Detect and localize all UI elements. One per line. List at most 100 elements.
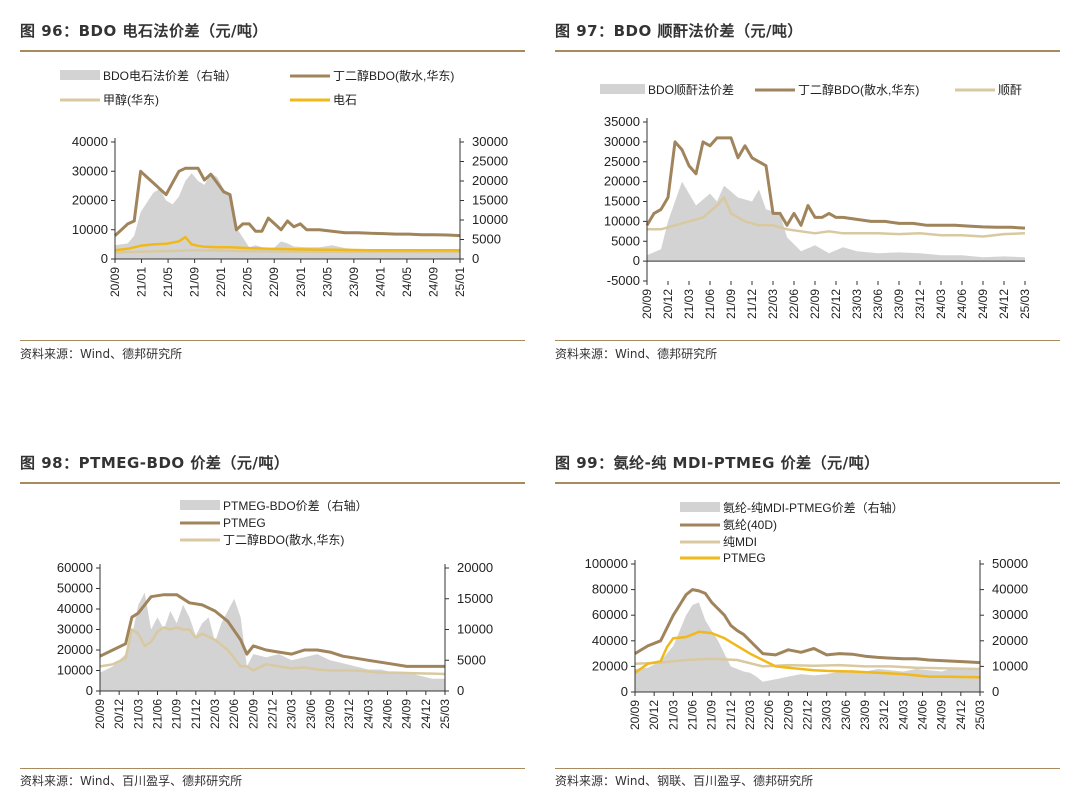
legend-swatch-area xyxy=(60,70,100,80)
x-tick-label: 23/01 xyxy=(294,267,308,297)
y-tick-label-left: 0 xyxy=(101,251,108,266)
x-tick-label: 24/06 xyxy=(955,289,969,319)
x-tick-label: 22/03 xyxy=(743,700,757,730)
chart-spandex-mdi-ptmeg-spread: 1000008000060000400002000005000040000300… xyxy=(585,500,1029,730)
line-series-2 xyxy=(634,657,981,671)
x-tick-label: 24/06 xyxy=(381,699,395,729)
panel-title: 图 97：BDO 顺酐法价差（元/吨） xyxy=(555,22,803,40)
legend-label: 纯MDI xyxy=(723,535,757,549)
x-tick-label: 22/06 xyxy=(227,699,241,729)
source-note: 资料来源：Wind、德邦研究所 xyxy=(20,347,183,361)
x-tick-label: 20/12 xyxy=(647,700,661,730)
x-tick-label: 21/01 xyxy=(135,267,149,297)
chart-panel-97: 图 97：BDO 顺酐法价差（元/吨） 35000 30000 25000 20000… xyxy=(555,18,1060,378)
legend-swatch-area xyxy=(600,84,645,94)
chart-panel-99: 图 99：氨纶-纯 MDI-PTMEG 价差（元/吨） 10000 0 80000 6… xyxy=(555,450,1060,810)
panel-title: 图 99：氨纶-纯 MDI-PTMEG 价差（元/吨） xyxy=(555,454,880,472)
y-tick-label-left: 60000 xyxy=(57,560,93,575)
source-note: 资料来源：Wind、钢联、百川盈孚、德邦研究所 xyxy=(555,774,814,788)
x-tick-label: 25/03 xyxy=(1018,289,1032,319)
legend-label: 甲醇(华东) xyxy=(103,92,159,107)
source-note: 资料来源：Wind、德邦研究所 xyxy=(555,347,718,361)
x-tick-label: 24/12 xyxy=(997,289,1011,319)
x-tick-label: 23/09 xyxy=(323,699,337,729)
chart-panel-96: 图 96：BDO 电石法价差（元/吨） 40000 30000 20000 10000… xyxy=(20,18,525,378)
chart-bdo-maleic-spread: 35000 30000 25000 20000 15000 10000 5000 0 -5000… xyxy=(600,82,1032,319)
y-tick-label-left: 0 xyxy=(633,253,640,268)
source-note: 资料来源：Wind、百川盈孚、德邦研究所 xyxy=(20,774,243,788)
x-tick-label: 21/05 xyxy=(161,267,175,297)
y-tick-label-left: -5000 xyxy=(607,273,640,288)
x-tick-label: 24/12 xyxy=(954,700,968,730)
line-series-3 xyxy=(114,235,460,252)
chart-ptmeg-bdo-spread: 6000050000400003000020000100000200001500… xyxy=(57,498,493,729)
x-tick-label: 22/09 xyxy=(808,289,822,319)
legend-swatch-area xyxy=(680,502,720,512)
y-tick-label-right: 25000 xyxy=(472,154,508,169)
x-tick-label: 22/12 xyxy=(801,700,815,730)
x-tick-label: 25/01 xyxy=(453,267,467,297)
y-tick-label-right: 20000 xyxy=(472,173,508,188)
y-tick-label-right: 40000 xyxy=(992,582,1028,597)
x-tick-label: 21/06 xyxy=(703,289,717,319)
x-tick-label: 23/06 xyxy=(839,700,853,730)
y-tick-label-left: 40000 xyxy=(592,633,628,648)
x-tick-label: 22/03 xyxy=(208,699,222,729)
x-tick-label: 22/03 xyxy=(766,289,780,319)
y-tick-label-left: 20000 xyxy=(604,174,640,189)
y-tick-label-right: 5000 xyxy=(472,232,501,247)
y-tick-label-left: 10000 xyxy=(72,222,108,237)
y-tick-label-left: 5000 xyxy=(611,233,640,248)
x-tick-label: 20/09 xyxy=(628,700,642,730)
x-tick-label: 21/03 xyxy=(682,289,696,319)
legend-label: 氨纶-纯MDI-PTMEG价差（右轴） xyxy=(723,500,904,515)
y-tick-label-right: 10000 xyxy=(992,658,1028,673)
x-tick-label: 23/12 xyxy=(877,700,891,730)
source-divider xyxy=(555,340,1060,341)
x-tick-label: 23/03 xyxy=(820,700,834,730)
y-tick-label-left: 0 xyxy=(86,683,93,698)
y-tick-label-left: 10000 xyxy=(57,663,93,678)
x-tick-label: 23/12 xyxy=(913,289,927,319)
x-tick-label: 22/12 xyxy=(266,699,280,729)
x-tick-label: 24/01 xyxy=(373,267,387,297)
x-tick-label: 24/12 xyxy=(419,699,433,729)
y-tick-label-left: 30000 xyxy=(57,622,93,637)
x-tick-label: 21/06 xyxy=(686,700,700,730)
x-tick-label: 20/12 xyxy=(112,699,126,729)
area-series-0 xyxy=(100,592,445,691)
y-tick-label-left: 25000 xyxy=(604,154,640,169)
legend-label: PTMEG xyxy=(223,516,266,530)
x-tick-label: 23/12 xyxy=(342,699,356,729)
y-tick-label-left: 10000 xyxy=(604,213,640,228)
line-series-1 xyxy=(113,166,461,238)
legend-label: PTMEG-BDO价差（右轴） xyxy=(223,498,368,513)
x-tick-label: 20/12 xyxy=(661,289,675,319)
y-tick-label-left: 80000 xyxy=(592,582,628,597)
y-tick-label-right: 15000 xyxy=(472,193,508,208)
area-series-0 xyxy=(647,181,1025,262)
x-tick-label: 21/09 xyxy=(170,699,184,729)
y-tick-label-left: 15000 xyxy=(604,194,640,209)
y-tick-label-right: 0 xyxy=(457,683,464,698)
x-tick-label: 21/09 xyxy=(724,289,738,319)
legend-label: 丁二醇BDO(散水,华东) xyxy=(333,68,454,83)
x-tick-label: 23/09 xyxy=(347,267,361,297)
y-tick-label-left: 60000 xyxy=(592,607,628,622)
legend-label: BDO顺酐法价差 xyxy=(648,83,734,97)
y-tick-label-left: 30000 xyxy=(72,163,108,178)
area-series-0 xyxy=(115,173,460,259)
line-series-2 xyxy=(647,196,1026,238)
source-divider xyxy=(555,768,1060,769)
x-tick-label: 23/09 xyxy=(858,700,872,730)
y-tick-label-right: 30000 xyxy=(992,607,1028,622)
x-tick-label: 22/05 xyxy=(241,267,255,297)
y-tick-label-left: 35000 xyxy=(604,114,640,129)
x-tick-label: 21/06 xyxy=(151,699,165,729)
title-divider xyxy=(555,482,1060,484)
y-tick-label-right: 5000 xyxy=(457,652,486,667)
y-tick-label-left: 0 xyxy=(621,684,628,699)
x-tick-label: 24/09 xyxy=(400,699,414,729)
line-series-1 xyxy=(634,588,981,665)
x-tick-label: 25/03 xyxy=(973,700,987,730)
